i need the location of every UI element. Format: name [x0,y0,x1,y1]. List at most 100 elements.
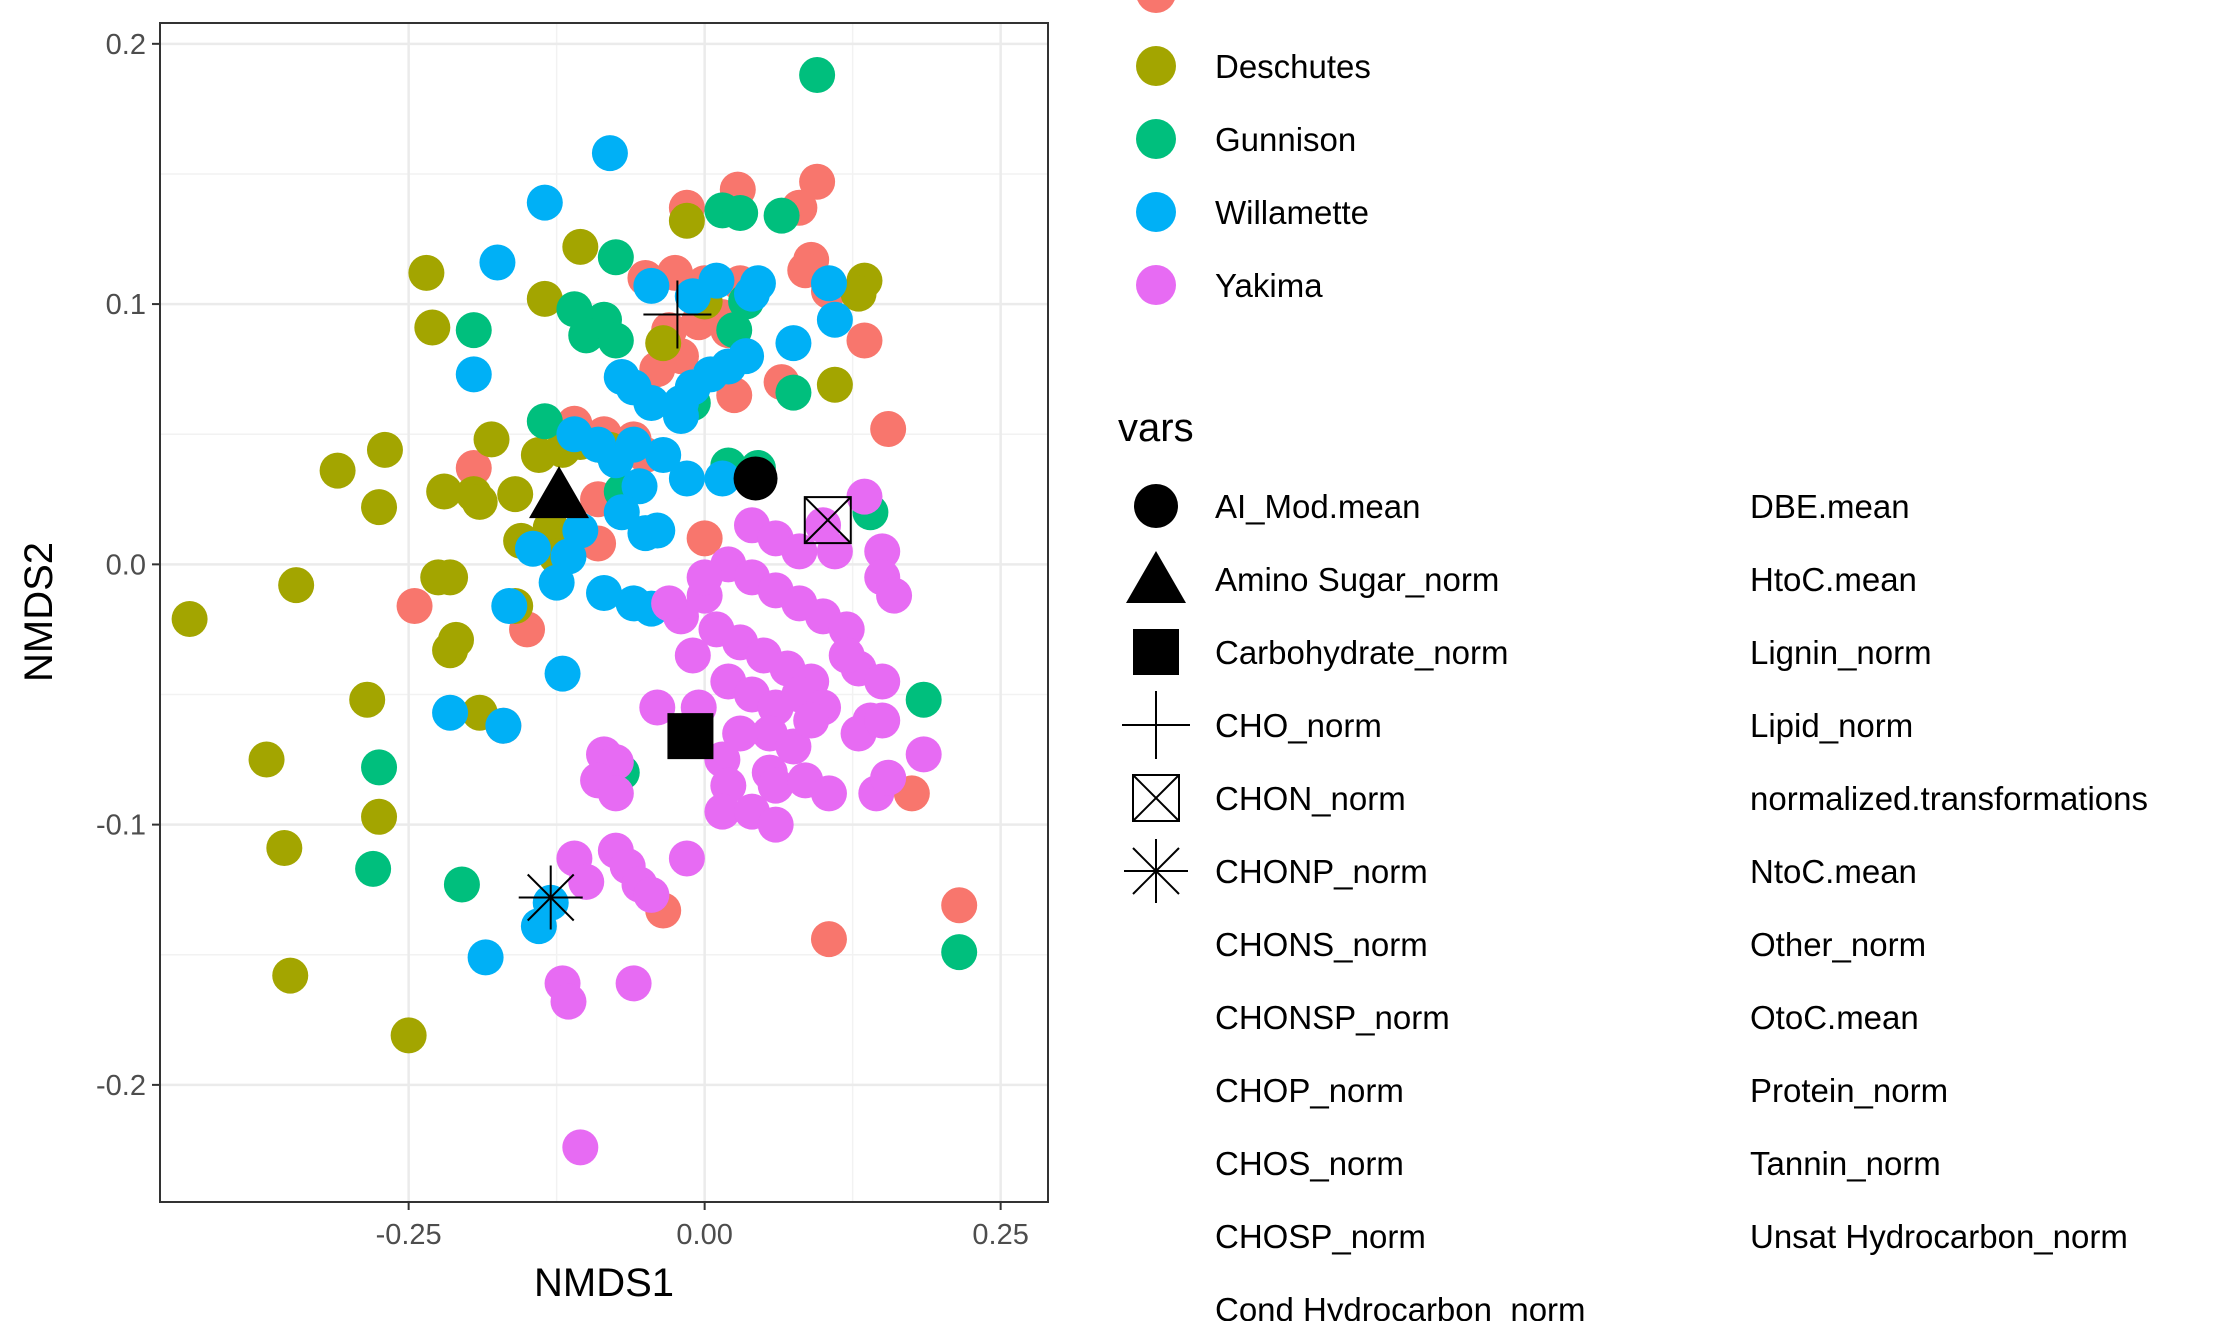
vars-legend-key-boxed-x [1132,774,1180,822]
data-point [355,850,392,887]
color-legend: Deschutes Gunnison Willamette Yakima [1136,0,1371,305]
vars-legend-label: CHOP_norm [1215,1072,1404,1109]
vars-legend-key-triangle [1126,551,1186,603]
data-point [816,366,853,403]
data-point [645,437,682,474]
data-point [651,585,688,622]
data-point [870,759,907,796]
data-point [775,728,812,765]
var-marker-square [667,713,714,760]
data-point [941,934,978,971]
data-point [443,866,480,903]
data-point [639,689,676,726]
data-point [846,322,883,359]
var-marker-plus [643,280,712,349]
data-point [864,702,901,739]
data-point [408,254,445,291]
x-tick-label: -0.25 [376,1219,442,1251]
data-point [793,702,830,739]
data-point [668,460,705,497]
data-point [349,681,386,718]
data-point [467,939,504,976]
panel-background [160,23,1048,1202]
data-point [810,775,847,812]
data-point [248,741,285,778]
data-point [799,163,836,200]
data-point [810,265,847,302]
vars-legend-key-plus [1122,691,1190,759]
data-point [366,431,403,468]
y-tick-label: -0.1 [96,810,146,842]
data-point [816,301,853,338]
data-point [491,587,528,624]
vars-legend-title: vars [1118,406,1194,450]
color-legend-label: Deschutes [1215,48,1371,85]
data-point [870,411,907,448]
vars-legend-label: Lignin_norm [1750,634,1932,671]
data-point [455,356,492,393]
vars-legend-key-square [1133,629,1179,675]
data-point [639,512,676,549]
data-point [840,275,877,312]
data-point [633,384,670,421]
data-point [414,309,451,346]
color-legend-label: Yakima [1215,267,1323,304]
data-point [361,749,398,786]
data-point [734,275,770,312]
axis-ticks [152,42,1002,1210]
data-point [461,483,498,520]
var-marker-triangle [529,466,590,519]
vars-legend-label: Lipid_norm [1750,707,1913,744]
color-legend-key [1137,0,1175,13]
vars-legend-label: CHONSP_norm [1215,999,1450,1036]
vars-legend-label: CHOS_norm [1215,1145,1404,1182]
data-point [526,184,563,221]
y-tick-label: -0.2 [96,1070,146,1102]
y-tick-labels: -0.2 -0.1 0.0 0.1 0.2 [96,29,146,1102]
data-point [432,694,469,731]
data-point [586,574,622,611]
data-point [568,317,605,354]
data-point [722,715,759,752]
data-point [662,384,699,421]
plot-panel [159,22,1049,1203]
data-point [757,767,794,804]
data-point [799,57,836,94]
vars-legend-label: Tannin_norm [1750,1145,1941,1182]
data-point [278,567,315,604]
data-point [390,1017,427,1054]
color-legend-key [1136,119,1176,159]
data-point [556,416,593,453]
vars-legend-label: Carbohydrate_norm [1215,634,1509,671]
data-point [864,663,901,700]
vars-legend-label: Amino Sugar_norm [1215,561,1499,598]
panel-border [159,22,1049,1203]
data-point [266,830,303,867]
data-point [361,489,398,526]
data-point [941,887,978,924]
data-points [171,57,978,1166]
data-point [396,587,433,624]
data-point [485,707,522,744]
var-marker-circle [733,456,778,501]
data-point [905,736,942,773]
data-point [686,520,723,557]
data-point [597,322,634,359]
data-point [668,840,705,877]
vars-legend-label: Unsat Hydrocarbon_norm [1750,1218,2128,1255]
data-point [704,793,741,830]
data-point [568,863,605,900]
data-point [526,403,563,440]
vars-legend-label: DBE.mean [1750,488,1910,525]
data-point [455,312,492,349]
data-point [319,452,356,489]
data-point [828,611,865,648]
color-legend-key [1136,46,1176,86]
data-point [550,983,587,1020]
data-point [668,202,705,239]
var-marker-boxed-x [803,496,852,545]
data-point [171,601,208,638]
data-point [633,267,670,304]
vars-legend-label: normalized.transformations [1750,780,2148,817]
data-point [621,468,658,505]
